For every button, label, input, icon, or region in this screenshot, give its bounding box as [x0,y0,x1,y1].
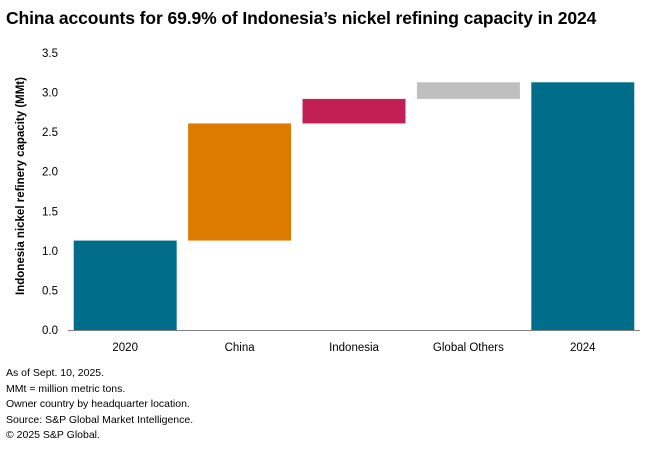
y-tick-label: 0.5 [42,285,58,297]
footnote-copyright: © 2025 S&P Global. [6,429,100,442]
bar-2024 [531,82,635,330]
bar-global-others [416,82,520,99]
x-axis-ticks: 2020 China Indonesia Global Others 2024 [112,342,596,354]
y-tick-label: 2.0 [42,167,58,179]
x-tick-label: Indonesia [329,342,379,354]
footnote-units: MMt = million metric tons. [6,382,126,395]
y-tick-label: 0.0 [42,325,58,337]
bar-2020 [73,240,177,330]
footnote-source: Source: S&P Global Market Intelligence. [6,413,194,426]
footnotes: As of Sept. 10, 2025. MMt = million metr… [6,366,193,444]
y-axis-ticks: 0.0 0.5 1.0 1.5 2.0 2.5 3.0 3.5 [42,48,58,337]
footnote-ownership: Owner country by headquarter location. [6,398,190,411]
bar-china [188,123,292,241]
y-tick-label: 1.5 [42,206,58,218]
y-tick-label: 3.0 [42,88,58,100]
x-tick-label: 2020 [112,342,138,354]
chart-title: China accounts for 69.9% of Indonesia’s … [6,8,597,28]
x-tick-label: 2024 [570,342,596,354]
bars [73,82,635,330]
footnote-date: As of Sept. 10, 2025. [6,367,105,379]
x-tick-label: China [225,342,256,354]
y-axis-label: Indonesia nickel refinery capacity (MMt) [15,77,27,295]
x-tick-label: Global Others [433,342,504,354]
y-axis-label-group: Indonesia nickel refinery capacity (MMt) [15,77,27,295]
y-tick-label: 3.5 [42,48,58,60]
y-tick-label: 1.0 [42,246,58,258]
y-tick-label: 2.5 [42,127,58,139]
bar-indonesia [302,98,406,124]
